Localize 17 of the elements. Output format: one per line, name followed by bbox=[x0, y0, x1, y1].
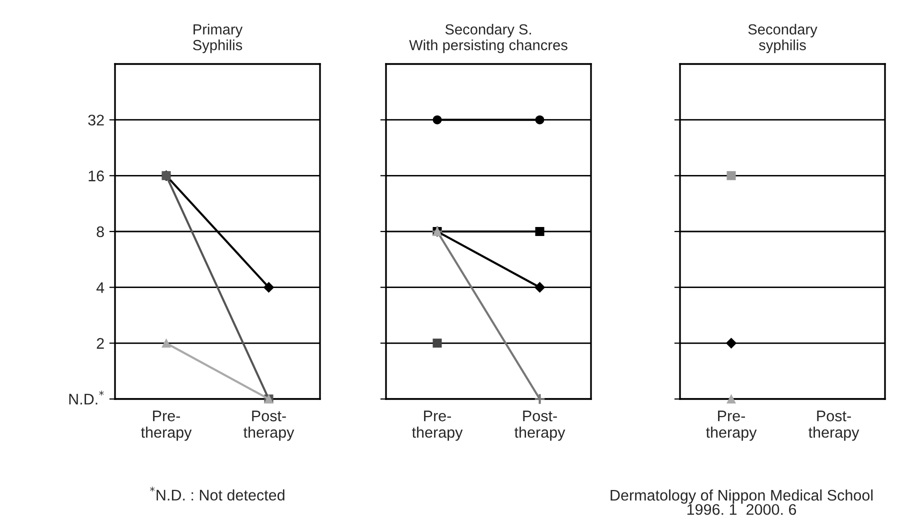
y-tick-label: 8 bbox=[96, 226, 104, 238]
chart-title: Secondary S. With persisting chancres bbox=[409, 24, 568, 54]
x-tick-label: Pre- therapy bbox=[706, 410, 757, 441]
x-tick-label: Post- therapy bbox=[244, 410, 294, 441]
y-tick-label: 32 bbox=[88, 114, 104, 126]
y-tick-label: 16 bbox=[88, 170, 104, 182]
y-tick-label: 4 bbox=[96, 282, 104, 293]
x-tick-label: Pre- therapy bbox=[141, 410, 192, 441]
y-tick-label: N.D.$^{*}$ bbox=[69, 390, 104, 404]
text: Dermatology of Nippon Medical School 1996. 1 2000. 6 bbox=[610, 489, 873, 515]
chart-title: Primary Syphilis bbox=[193, 24, 243, 54]
chart-title: Secondary syphilis bbox=[748, 24, 818, 54]
x-tick-label: Pre- therapy bbox=[412, 410, 463, 441]
text: $^{*}$N.D. : Not detected bbox=[150, 486, 284, 501]
y-tick-label: 2 bbox=[96, 338, 104, 349]
x-tick-label: Post- therapy bbox=[514, 410, 566, 441]
x-tick-label: Post- therapy bbox=[808, 410, 860, 441]
